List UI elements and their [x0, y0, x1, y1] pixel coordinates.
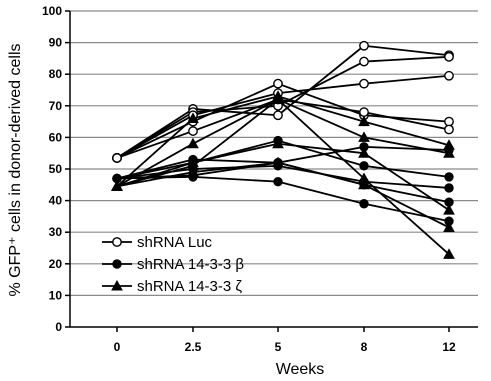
data-point [112, 153, 122, 163]
data-point [359, 40, 369, 51]
legend-marker [112, 237, 122, 247]
data-point [273, 110, 283, 121]
data-point [444, 172, 454, 182]
data-point [444, 51, 454, 62]
grid-lines [70, 10, 478, 296]
legend-label: shRNA 14-3-3 ζ [137, 278, 242, 295]
data-point [443, 147, 455, 158]
data-point [188, 126, 198, 136]
data-point [358, 147, 370, 158]
legend-label: shRNA 14-3-3 β [137, 256, 244, 273]
data-point [272, 93, 284, 104]
data-point [443, 221, 455, 232]
data-point [444, 70, 454, 81]
data-point [273, 78, 283, 89]
y-tick-label: 0 [55, 320, 62, 334]
data-point [187, 112, 199, 123]
x-tick-label: 12 [442, 340, 456, 354]
y-tick-label: 10 [49, 288, 63, 302]
y-tick-label: 40 [49, 194, 63, 208]
y-tick-label: 20 [49, 257, 63, 271]
y-ticks: 0 10 20 30 40 50 60 70 80 90 100 [42, 4, 70, 334]
y-tick-label: 80 [49, 67, 63, 81]
data-point [359, 56, 369, 67]
x-tick-label: 2.5 [185, 340, 202, 354]
y-tick-label: 100 [42, 4, 62, 18]
data-point [358, 178, 370, 190]
data-point [359, 161, 369, 171]
series-markers [111, 40, 455, 259]
data-point [111, 180, 123, 191]
y-tick-label: 30 [49, 225, 63, 239]
y-tick-label: 50 [49, 162, 63, 176]
y-tick-label: 90 [49, 36, 63, 50]
y-axis-title: % GFP⁺ cells in donor-derived cells [7, 44, 24, 297]
x-axis-title: Weeks [276, 361, 325, 378]
data-point [444, 124, 454, 135]
y-tick-label: 70 [49, 99, 63, 113]
legend-label: shRNA Luc [137, 234, 213, 251]
x-tick-label: 8 [361, 340, 368, 354]
data-point [444, 183, 454, 193]
data-point [358, 172, 370, 183]
legend-entry: shRNA 14-3-3 ζ [102, 278, 242, 295]
y-tick-label: 60 [49, 130, 63, 144]
data-point [359, 107, 369, 118]
legend-marker [111, 279, 123, 291]
data-point [443, 204, 455, 215]
data-point [273, 176, 283, 187]
legend-entry: shRNA Luc [102, 234, 213, 251]
data-point [272, 156, 284, 168]
data-point [272, 137, 284, 149]
legend: shRNA Luc shRNA 14-3-3 β shRNA 14-3-3 ζ [102, 234, 244, 295]
data-point [359, 199, 369, 209]
data-point [359, 78, 369, 89]
series-line [116, 74, 450, 159]
x-tick-label: 0 [114, 340, 121, 354]
data-point [187, 159, 199, 171]
series-lines [116, 44, 450, 255]
data-point [187, 166, 199, 177]
x-ticks: 0 2.5 5 8 12 [114, 327, 456, 354]
data-point [358, 131, 370, 142]
legend-marker [112, 259, 122, 269]
legend-entry: shRNA 14-3-3 β [102, 256, 244, 273]
data-point [358, 115, 370, 127]
data-point [444, 116, 454, 127]
data-point [443, 248, 455, 259]
data-point [187, 137, 199, 149]
x-tick-label: 5 [275, 340, 282, 354]
